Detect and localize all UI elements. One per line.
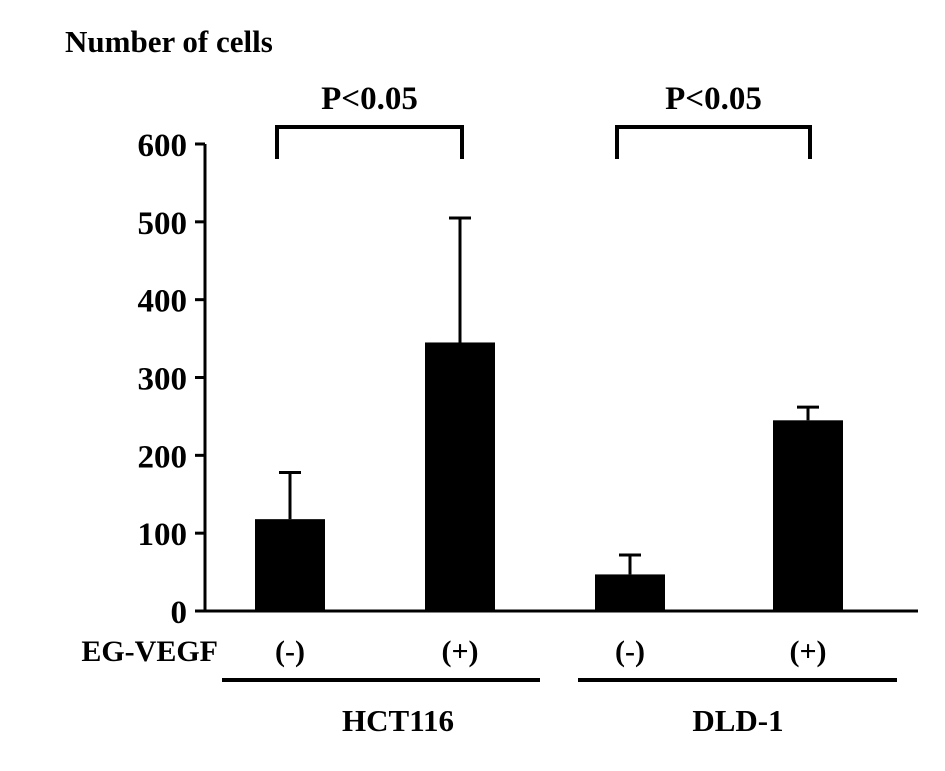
significance-brackets: P<0.05 P<0.05 <box>275 81 812 159</box>
bar-hct116-plus <box>425 342 495 611</box>
y-tick-label-100: 100 <box>138 517 188 553</box>
row-label-eg-vegf: EG-VEGF <box>81 635 218 668</box>
significance-bracket-1 <box>275 125 464 159</box>
y-tick-label-600: 600 <box>138 128 188 164</box>
y-tick-label-300: 300 <box>138 362 188 398</box>
condition-label-dld-1-minus: (-) <box>615 635 645 668</box>
condition-label-dld-1-plus: (+) <box>789 635 826 668</box>
y-tick-label-400: 400 <box>138 284 188 320</box>
group-labels: HCT116 DLD-1 <box>222 678 897 738</box>
significance-label-2: P<0.05 <box>665 81 762 117</box>
y-tick-label-0: 0 <box>171 595 188 631</box>
bar-dld-1-minus <box>595 574 665 611</box>
condition-label-hct116-minus: (-) <box>275 635 305 668</box>
group-label-dld-1: DLD-1 <box>692 703 783 738</box>
condition-labels: (-) (+) (-) (+) <box>275 635 827 668</box>
bar-hct116-minus <box>255 519 325 611</box>
group-label-hct116: HCT116 <box>342 703 454 738</box>
bar-dld-1-plus <box>773 420 843 611</box>
significance-label-1: P<0.05 <box>321 81 418 117</box>
y-tick-label-500: 500 <box>138 206 188 242</box>
condition-label-hct116-plus: (+) <box>441 635 478 668</box>
y-tick-label-200: 200 <box>138 439 188 475</box>
bars <box>255 216 843 611</box>
y-axis-title: Number of cells <box>65 24 273 59</box>
significance-bracket-2 <box>615 125 812 159</box>
